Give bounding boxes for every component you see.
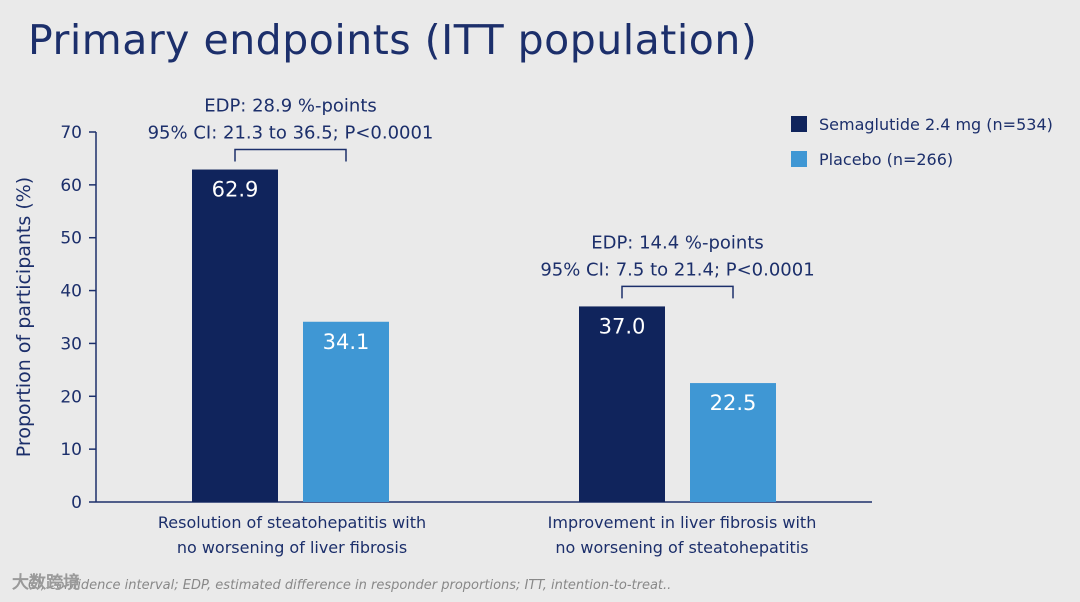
annotation-text: EDP: 14.4 %-points bbox=[591, 232, 764, 253]
footnote: CI, confidence interval; EDP, estimated … bbox=[28, 578, 672, 593]
y-tick-label: 40 bbox=[60, 282, 82, 302]
significance-bracket bbox=[621, 285, 734, 299]
bar-value-label: 34.1 bbox=[323, 330, 370, 354]
bar bbox=[303, 321, 389, 502]
y-axis-label: Proportion of participants (%) bbox=[13, 177, 35, 457]
legend-swatch bbox=[791, 151, 807, 167]
y-tick-label: 20 bbox=[60, 387, 82, 407]
bar bbox=[579, 306, 665, 502]
x-tick-label: no worsening of steatohepatitis bbox=[555, 538, 808, 557]
y-tick-label: 30 bbox=[60, 334, 82, 354]
x-tick-label: no worsening of liver fibrosis bbox=[177, 538, 407, 557]
y-tick-label: 50 bbox=[60, 229, 82, 249]
bar bbox=[192, 169, 278, 502]
y-tick-label: 70 bbox=[60, 123, 82, 143]
significance-bracket bbox=[234, 148, 347, 162]
y-tick-label: 60 bbox=[60, 176, 82, 196]
x-tick-label: Resolution of steatohepatitis with bbox=[158, 513, 426, 532]
bar-value-label: 37.0 bbox=[599, 314, 646, 338]
bar bbox=[690, 383, 776, 502]
page-title: Primary endpoints (ITT population) bbox=[28, 16, 758, 64]
annotation-text: 95% CI: 7.5 to 21.4; P<0.0001 bbox=[540, 259, 814, 280]
legend-label: Semaglutide 2.4 mg (n=534) bbox=[819, 115, 1053, 134]
y-tick-label: 10 bbox=[60, 440, 82, 460]
y-tick-label: 0 bbox=[71, 493, 82, 513]
legend-label: Placebo (n=266) bbox=[819, 150, 953, 169]
x-tick-label: Improvement in liver fibrosis with bbox=[548, 513, 817, 532]
annotation-text: EDP: 28.9 %-points bbox=[204, 96, 377, 117]
legend-swatch bbox=[791, 116, 807, 132]
bar-value-label: 22.5 bbox=[710, 391, 757, 415]
annotation-text: 95% CI: 21.3 to 36.5; P<0.0001 bbox=[148, 123, 434, 144]
watermark: 大数跨境 bbox=[12, 573, 80, 593]
bar-value-label: 62.9 bbox=[212, 178, 259, 202]
